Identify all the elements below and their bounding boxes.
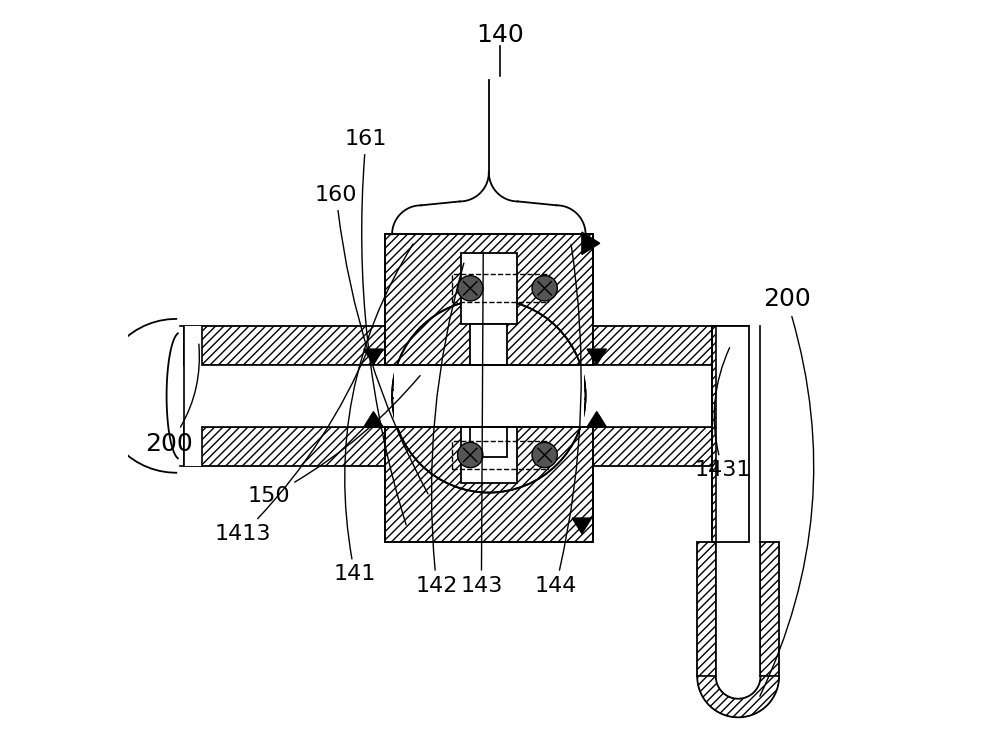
Bar <box>716 326 760 542</box>
Bar <box>385 235 593 365</box>
Text: 144: 144 <box>535 244 581 595</box>
Text: 142: 142 <box>416 263 464 595</box>
Bar <box>385 427 593 542</box>
Text: 150: 150 <box>248 376 420 506</box>
Bar <box>593 326 712 365</box>
Bar <box>394 365 584 427</box>
Text: 160: 160 <box>315 185 428 494</box>
Bar <box>470 323 507 365</box>
Text: 161: 161 <box>345 129 406 525</box>
Bar <box>385 427 593 542</box>
Polygon shape <box>697 676 779 717</box>
Bar <box>593 365 712 427</box>
Circle shape <box>458 442 483 468</box>
Bar <box>184 326 421 365</box>
Polygon shape <box>364 412 383 427</box>
Polygon shape <box>587 349 606 365</box>
Bar <box>452 274 548 303</box>
Text: 140: 140 <box>476 23 524 47</box>
Bar <box>184 326 202 466</box>
Bar <box>716 542 760 676</box>
Bar <box>461 427 517 483</box>
Bar <box>697 542 716 676</box>
Text: 1431: 1431 <box>695 348 752 480</box>
Bar <box>184 365 421 427</box>
Circle shape <box>458 276 483 301</box>
Bar <box>452 441 548 469</box>
Bar <box>712 326 749 542</box>
Text: 200: 200 <box>145 344 199 456</box>
Bar <box>461 253 517 323</box>
Text: 1413: 1413 <box>215 348 369 544</box>
Circle shape <box>532 276 557 301</box>
Bar <box>712 326 749 542</box>
Polygon shape <box>582 232 600 255</box>
Polygon shape <box>364 349 383 365</box>
Circle shape <box>532 442 557 468</box>
Circle shape <box>392 299 586 492</box>
Bar <box>470 427 507 457</box>
Bar <box>385 235 593 365</box>
Bar <box>184 427 421 466</box>
Text: 141: 141 <box>334 244 413 584</box>
Bar <box>760 542 779 676</box>
Polygon shape <box>587 412 606 427</box>
Text: 143: 143 <box>460 252 503 595</box>
Text: 200: 200 <box>760 287 814 696</box>
Bar <box>593 427 712 466</box>
Polygon shape <box>572 518 592 533</box>
